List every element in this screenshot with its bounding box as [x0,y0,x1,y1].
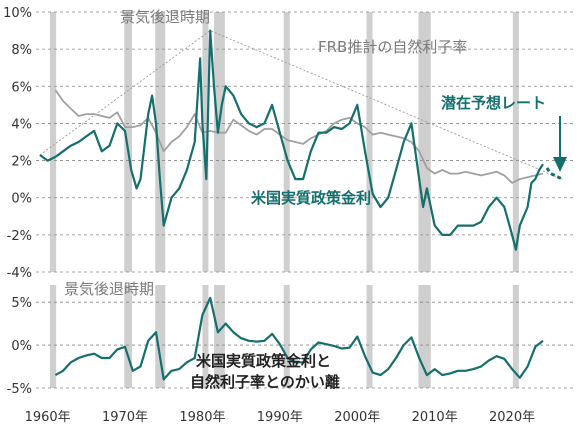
bottom-y-tick-labels: -5% 0% 5% [7,296,32,397]
top-recession-label: 景気後退時期 [120,8,210,26]
top-panel: -4% -2% 0% 2% 4% 6% 8% 10% 景気後退時期 FRB推計の自然利子率 潜… [3,6,574,281]
top-y-tick-5: 6% [11,80,32,95]
bottom-series-lines [54,296,544,381]
bottom-panel: -5% 0% 5% 1960年 1970年 1980年 1990年 2000年 2010年 20… [7,280,574,425]
top-recession-band-5 [283,12,290,272]
top-trend-lines [39,30,563,180]
top-y-tick-7: 10% [3,6,32,21]
natural-rate-line [54,89,544,184]
bottom-recession-band-8 [512,285,519,388]
bottom-recession-band-3 [202,285,209,388]
real-policy-rate-line [39,29,544,251]
top-series-lines [39,29,564,251]
x-tick-3: 1990年 [257,410,303,425]
top-recession-band-4 [214,12,225,272]
bottom-recession-bands [49,285,519,388]
x-tick-6: 2020年 [489,410,535,425]
trend-line [39,30,563,180]
top-y-tick-labels: -4% -2% 0% 2% 4% 6% 8% 10% [3,6,32,281]
x-tick-0: 1960年 [25,410,71,425]
bottom-y-tick-2: 5% [11,296,32,311]
bottom-recession-band-2 [155,285,166,388]
top-y-tick-4: 4% [11,117,32,132]
x-tick-labels: 1960年 1970年 1980年 1990年 2000年 2010年 2020年 [25,410,536,425]
frb-annotation: FRB推計の自然利子率 [318,38,467,56]
top-recession-band-6 [366,12,373,272]
bottom-y-tick-1: 0% [11,339,32,354]
bottom-recession-band-1 [124,285,132,388]
forecast-annotation: 潜在予想レート [441,94,546,112]
forecast-arrow [553,116,567,172]
top-recession-band-3 [202,12,209,272]
top-recession-band-7 [418,12,431,272]
top-recession-band-1 [124,12,132,272]
bottom-y-tick-0: -5% [7,382,32,397]
real-rate-annotation: 米国実質政策金利 [251,189,371,207]
top-y-tick-3: 2% [11,155,32,170]
bottom-recession-band-6 [366,285,373,388]
rate-gap-line [54,296,544,381]
top-recession-band-8 [512,12,519,272]
x-tick-1: 1970年 [102,410,148,425]
x-tick-2: 1980年 [179,410,225,425]
top-y-tick-0: -4% [7,266,32,281]
x-tick-4: 2000年 [334,410,380,425]
gap-annotation-line2: 自然利子率とのかい離 [190,373,340,391]
bottom-recession-band-5 [283,285,290,388]
bottom-recession-label: 景気後退時期 [64,280,154,298]
bottom-recession-band-0 [49,285,57,388]
top-y-tick-6: 8% [11,43,32,58]
bottom-recession-band-4 [214,285,225,388]
top-y-tick-1: -2% [7,229,32,244]
top-recession-band-0 [49,12,57,272]
gap-annotation-line1: 米国実質政策金利と [196,352,331,370]
x-tick-5: 2010年 [412,410,458,425]
top-y-tick-2: 0% [11,192,32,207]
forecast-rate-line [545,167,564,181]
